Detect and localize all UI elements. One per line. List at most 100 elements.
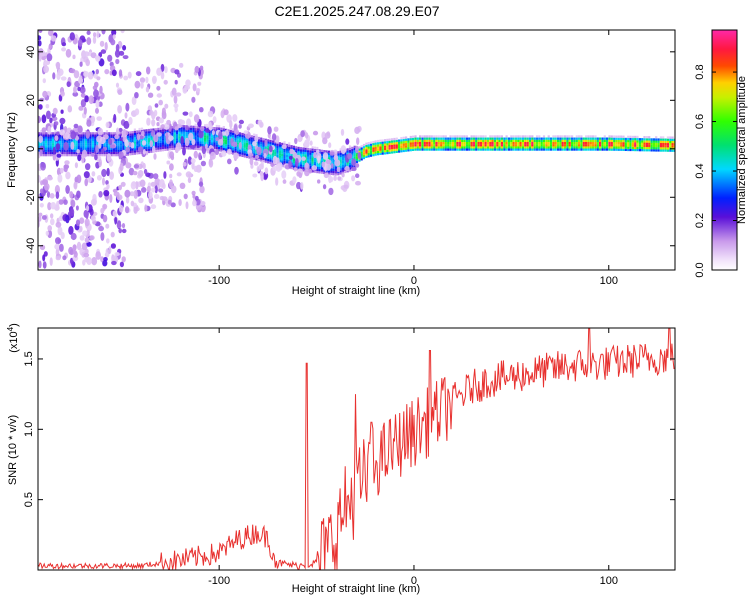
spectrogram-cell [246,147,249,150]
spectrogram-cell [477,148,480,151]
spectrogram-cell [45,134,48,137]
spectrogram-noise-blob [52,154,56,161]
spectrogram-cell [547,135,550,138]
spectrogram-noise-blob [79,217,85,224]
spectrogram-cell [437,146,440,149]
spectrogram-cell [592,148,595,151]
spectrogram-cell [269,159,272,162]
spectrogram-cell [599,144,602,147]
spectrogram-cell [358,159,361,162]
spectrogram-cell [545,139,548,142]
spectrogram-cell [182,125,186,128]
spectrogram-cell [189,140,193,144]
spectrogram-cell [166,131,169,134]
spectrogram-cell [206,137,209,140]
spectrogram-cell [571,148,574,151]
spectrogram-cell [622,142,625,145]
spectrogram-cell [318,169,321,172]
spectrogram-noise-blob [83,106,87,115]
spectrogram-cell [358,148,361,151]
spectrogram-cell [662,136,665,139]
spectrogram-cell [225,148,228,151]
spectrogram-cell [52,154,55,157]
spectrogram-cell [475,141,478,145]
spectrogram-cell [213,135,216,138]
spectrogram-cell [652,147,655,150]
spectrogram-cell [101,154,104,157]
spectrogram-cell [545,137,548,140]
spectrogram-cell [622,148,625,151]
spectrogram-cell [82,140,85,144]
spectrogram-cell [620,137,623,140]
spectrogram-cell [145,142,148,145]
spectrogram-cell [117,145,120,148]
spectrogram-cell [608,137,611,140]
spectrogram-noise-blob [76,190,81,199]
spectrogram-cell [400,143,403,146]
spectrogram-cell [360,147,363,150]
spectrogram-cell [377,139,380,143]
spectrogram-noise-blob [317,179,321,184]
spectrogram-cell [91,140,94,144]
spectrogram-noise-blob [73,126,79,133]
spectrogram-cell [339,157,342,160]
spectrogram-cell [246,140,249,143]
spectrogram-cell [419,137,422,140]
spectrogram-cell [232,130,235,133]
spectrogram-cell [493,139,496,142]
spectrogram-cell [393,146,396,149]
spectrogram-cell [657,149,660,152]
spectrogram-cell [91,132,94,135]
spectrogram-cell [147,131,151,134]
spectrogram-cell [360,158,363,161]
spectrogram-cell [229,127,232,131]
spectrogram-cell [533,144,536,147]
spectrogram-cell [587,148,590,151]
spectrogram-cell [68,151,71,155]
spectrogram-cell [634,140,637,143]
spectrogram-noise-blob [97,127,104,136]
spectrogram-cell [578,144,581,147]
spectrogram-noise-blob [160,124,165,129]
spectrogram-cell [89,132,92,135]
spectrogram-noise-blob [73,86,77,94]
spectrogram-cell [171,147,174,151]
spectrogram-noise-blob [121,256,126,263]
spectrogram-cell [108,149,111,152]
spectrogram-cell [652,149,655,152]
spectrogram-noise-blob [80,99,86,108]
spectrogram-cell [636,144,639,147]
spectrogram-cell [80,140,83,144]
spectrogram-cell [222,145,225,148]
spectrogram-cell [105,130,108,133]
spectrogram-cell [63,138,66,141]
spectrogram-noise-blob [340,145,347,155]
spectrogram-cell [260,157,263,160]
spectrogram-cell [400,150,403,153]
spectrogram-cell [400,147,403,151]
spectrogram-cell [299,164,302,167]
spectrogram-cell [318,166,321,170]
spectrogram-cell [59,140,62,144]
spectrogram-cell [379,148,382,151]
spectrogram-noise-blob [351,175,356,182]
spectrogram-cell [80,138,83,141]
spectrogram-cell [98,154,101,157]
spectrogram-noise-blob [70,141,75,150]
spectrogram-cell [147,148,151,151]
spectrogram-cell [204,124,207,127]
spectrogram-cell [666,136,669,139]
spectrogram-cell [587,141,590,145]
spectrogram-cell [444,137,447,140]
spectrogram-cell [659,142,662,146]
spectrogram-cell [257,139,260,142]
spectrogram-cell [187,129,190,132]
spectrogram-cell [234,135,237,138]
spectrogram-noise-blob [118,151,124,159]
spectrogram-cell [234,148,237,151]
spectrogram-cell [77,134,80,137]
spectrogram-noise-blob [143,168,148,175]
spectrogram-cell [610,135,613,138]
spectrogram-noise-blob [106,167,110,177]
spectrogram-cell [444,135,447,138]
